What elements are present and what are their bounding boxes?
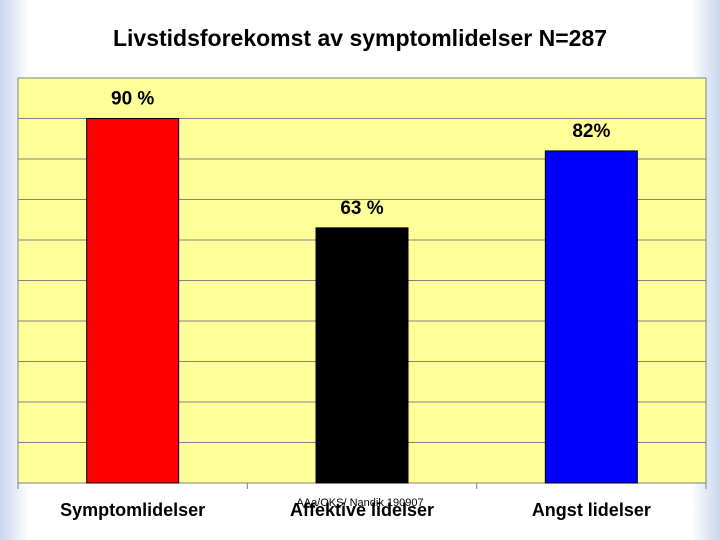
bar: [544, 150, 638, 484]
value-label: 63 %: [340, 198, 383, 219]
x-tick-label: Symptomlidelser: [60, 500, 205, 520]
footnote: AAa/OKS/ Nandik 190907: [296, 497, 423, 509]
chart-title: Livstidsforekomst av symptomlidelser N=2…: [113, 25, 607, 51]
bar: [86, 118, 180, 484]
x-tick-label: Affektive lidelser: [290, 500, 434, 520]
value-label: 90 %: [111, 89, 154, 110]
bar: [315, 227, 409, 484]
plot-area: 90 % Symptomlidelser 63 % Affektive lidelse…: [17, 77, 707, 520]
value-label: 82%: [572, 121, 610, 142]
x-tick-label: Angst lidelser: [532, 500, 651, 520]
